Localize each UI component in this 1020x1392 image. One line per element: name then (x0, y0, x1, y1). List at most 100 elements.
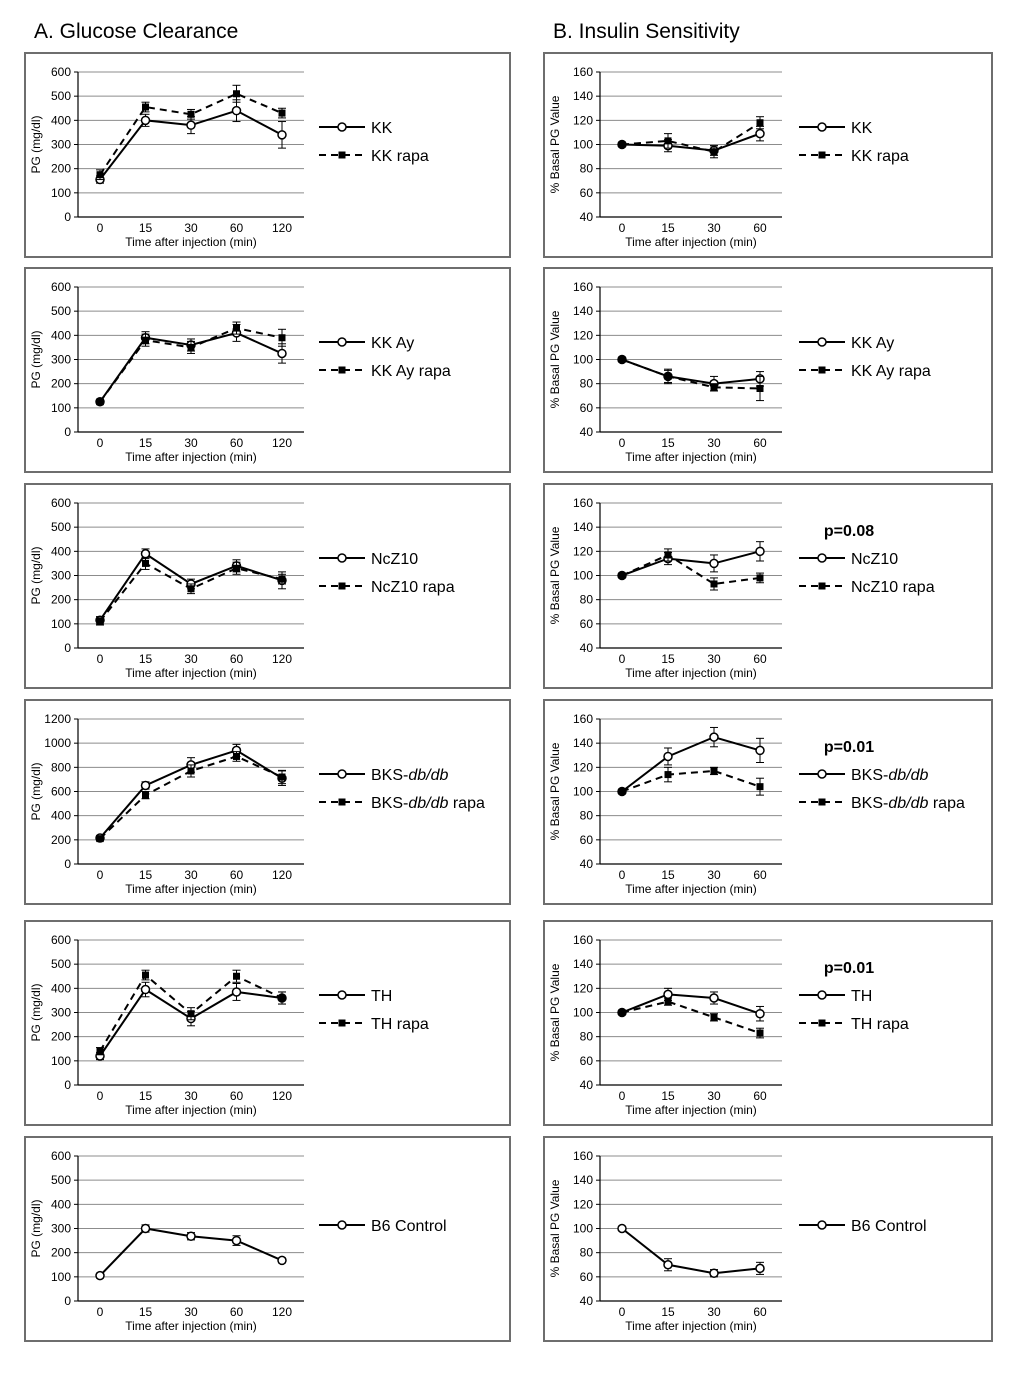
chart-panel-a-1: 0 100 200 300 400 500 600 0 15 30 60 120 Time after … (24, 52, 511, 258)
y-tick-label: 400 (51, 809, 71, 823)
data-point-circle (663, 1260, 673, 1270)
chart-panel-b-5: 40 60 80 100 120 140 160 0 15 30 60 Time after inje… (543, 920, 993, 1126)
x-tick-label: 0 (619, 652, 626, 666)
x-tick-label: 60 (230, 1305, 244, 1319)
y-axis-title: % Basal PG Value (548, 95, 562, 193)
y-tick-label: 120 (573, 328, 593, 342)
data-point-square (278, 575, 286, 583)
data-point-circle (709, 732, 719, 742)
chart-svg: 0 100 200 300 400 500 600 0 15 30 60 120 Time after … (29, 280, 451, 464)
data-point-square (233, 972, 240, 980)
column-title-glucose-clearance: A. Glucose Clearance (34, 20, 239, 43)
data-point-square (618, 572, 626, 579)
legend-marker-circle (337, 553, 347, 563)
data-point-square (187, 343, 195, 351)
data-point-square (618, 1009, 626, 1016)
x-tick-label: 30 (707, 1089, 721, 1103)
legend-label: TH rapa (371, 1016, 429, 1033)
y-tick-label: 160 (573, 933, 593, 947)
data-point-square (142, 336, 149, 344)
y-tick-label: 0 (64, 1294, 71, 1308)
x-axis-title: Time after injection (min) (625, 882, 757, 896)
series-line (621, 769, 761, 793)
x-axis-title: Time after injection (min) (125, 1319, 257, 1333)
legend-marker-square (818, 1019, 826, 1027)
legend-marker-circle (337, 990, 347, 1000)
x-axis-title: Time after injection (min) (125, 882, 257, 896)
x-tick-label: 30 (707, 868, 721, 882)
y-tick-label: 200 (51, 1246, 71, 1260)
legend-marker-circle (337, 769, 347, 779)
y-tick-label: 140 (573, 89, 593, 103)
y-tick-label: 60 (580, 617, 594, 631)
data-point-square (96, 171, 104, 179)
x-tick-label: 0 (619, 436, 626, 450)
chart-svg: 0 100 200 300 400 500 600 0 15 30 60 120 Time after … (29, 496, 455, 680)
y-axis-title: % Basal PG Value (548, 526, 562, 624)
data-point-square (187, 1010, 195, 1018)
x-tick-label: 15 (661, 436, 675, 450)
y-tick-label: 100 (573, 353, 593, 367)
x-tick-label: 30 (184, 221, 198, 235)
y-tick-label: 500 (51, 1173, 71, 1187)
x-tick-label: 60 (230, 868, 244, 882)
legend-label: B6 Control (371, 1218, 447, 1235)
data-point-circle (755, 128, 765, 139)
y-tick-label: 60 (580, 401, 594, 415)
data-point-circle (140, 984, 151, 995)
legend-label: TH (851, 988, 872, 1005)
chart-panel-a-4: 0 200 400 600 800 1000 1200 0 15 30 60 120 Time afte… (24, 699, 511, 905)
x-tick-label: 15 (139, 221, 153, 235)
y-tick-label: 300 (51, 353, 71, 367)
chart-svg: 0 100 200 300 400 500 600 0 15 30 60 120 Time after … (29, 1149, 447, 1333)
data-point-square (664, 137, 672, 145)
data-point-circle (140, 115, 151, 126)
y-tick-label: 60 (580, 1270, 594, 1284)
y-tick-label: 500 (51, 957, 71, 971)
x-axis-title: Time after injection (min) (125, 450, 257, 464)
legend-label: BKS-db/db rapa (851, 795, 965, 812)
legend-marker-square (818, 151, 826, 159)
data-point-circle (617, 1223, 627, 1234)
y-tick-label: 40 (580, 641, 594, 655)
y-tick-label: 600 (51, 1149, 71, 1163)
x-axis-title: Time after injection (min) (125, 235, 257, 249)
y-tick-label: 600 (51, 933, 71, 947)
legend-label: KK Ay rapa (851, 363, 931, 380)
legend-marker-circle (817, 337, 827, 347)
data-point-circle (186, 120, 196, 130)
y-tick-label: 0 (64, 425, 71, 439)
x-tick-label: 30 (184, 436, 198, 450)
data-point-square (233, 90, 240, 98)
y-axis-title: % Basal PG Value (548, 1179, 562, 1277)
x-tick-label: 60 (753, 1305, 767, 1319)
x-tick-label: 15 (661, 652, 675, 666)
data-point-square (756, 783, 764, 791)
y-tick-label: 200 (51, 162, 71, 176)
x-tick-label: 120 (272, 868, 292, 882)
y-tick-label: 800 (51, 760, 71, 774)
y-tick-label: 120 (573, 760, 593, 774)
data-point-square (142, 791, 149, 799)
data-point-square (96, 617, 104, 625)
series-line (621, 993, 761, 1015)
legend-marker-circle (337, 1220, 347, 1230)
data-point-circle (755, 1008, 765, 1019)
data-point-square (278, 773, 286, 781)
x-tick-label: 0 (97, 436, 104, 450)
data-point-square (187, 110, 195, 118)
y-tick-label: 80 (580, 593, 594, 607)
y-tick-label: 400 (51, 981, 71, 995)
y-tick-label: 100 (573, 1006, 593, 1020)
y-tick-label: 60 (580, 833, 594, 847)
chart-svg: 0 100 200 300 400 500 600 0 15 30 60 120 Time after … (29, 65, 429, 249)
data-point-square (756, 1029, 764, 1037)
legend-label: BKS-db/db (371, 767, 448, 784)
data-point-square (187, 767, 195, 775)
x-tick-label: 30 (707, 652, 721, 666)
chart-panel-a-6: 0 100 200 300 400 500 600 0 15 30 60 120 Time after … (24, 1136, 511, 1342)
x-tick-label: 120 (272, 436, 292, 450)
data-point-square (96, 1047, 104, 1055)
y-tick-label: 160 (573, 1149, 593, 1163)
